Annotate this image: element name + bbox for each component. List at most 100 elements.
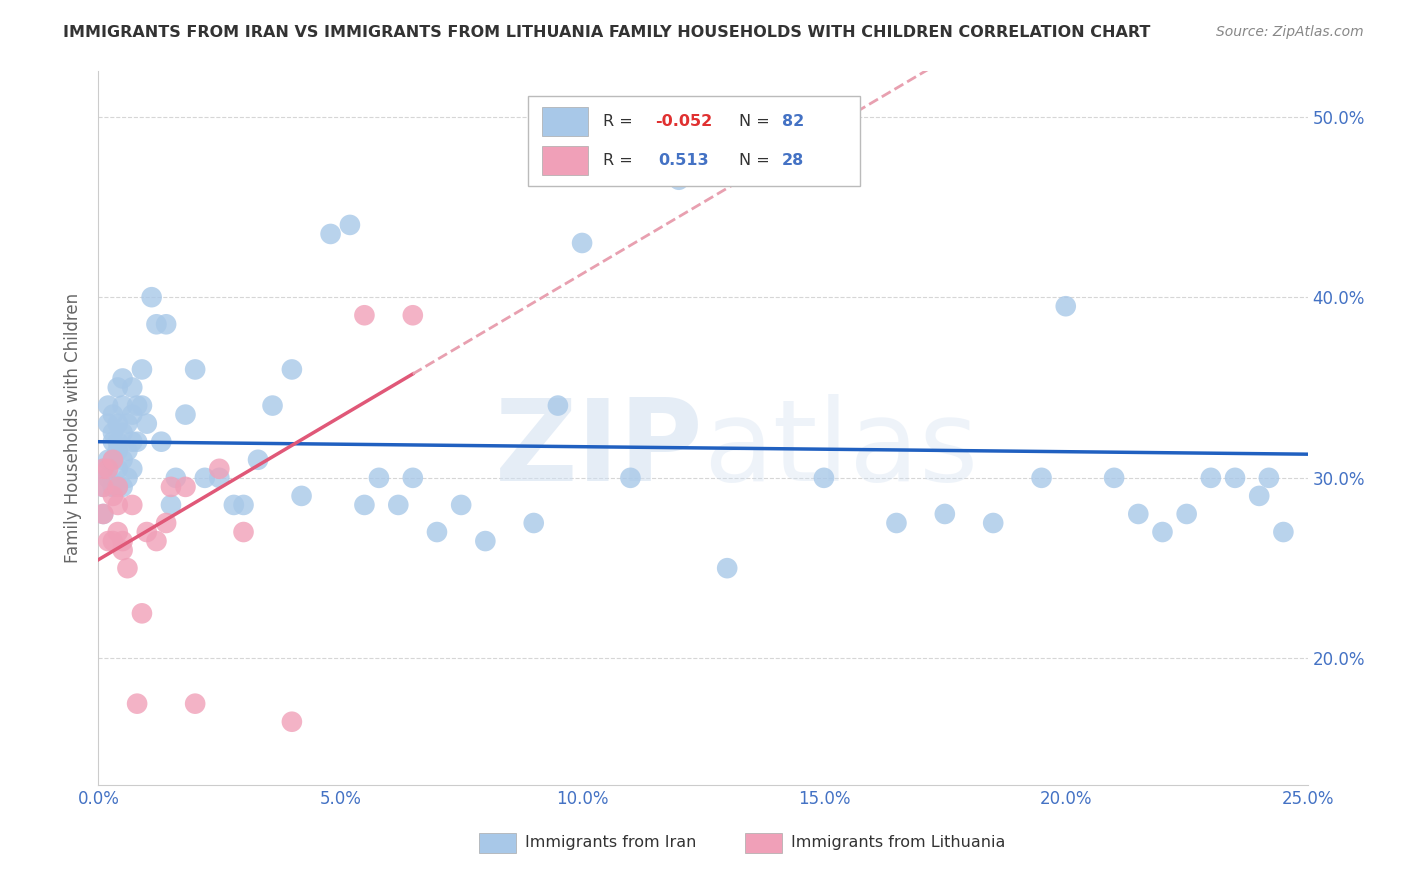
Point (111, 452, 134, 467)
Point (91, 480, 114, 494)
Point (97, 399, 120, 413)
Point (141, 290, 163, 304)
Point (934, 507, 956, 521)
Point (450, 498, 472, 512)
Point (101, 489, 124, 503)
Text: 28: 28 (782, 153, 804, 168)
Point (145, 318, 167, 332)
Point (184, 362, 207, 376)
Point (131, 399, 153, 413)
Point (1223, 471, 1246, 485)
Point (111, 543, 134, 558)
Point (1152, 524, 1174, 539)
Point (97, 534, 120, 549)
Text: Immigrants from Lithuania: Immigrants from Lithuania (792, 835, 1005, 849)
Point (668, 173, 690, 187)
Point (262, 399, 284, 413)
Point (353, 308, 375, 322)
Point (107, 480, 129, 494)
Point (121, 462, 143, 476)
Bar (745, 833, 782, 853)
Text: Immigrants from Iran: Immigrants from Iran (526, 835, 696, 849)
Point (111, 425, 134, 440)
Point (208, 471, 231, 485)
Point (981, 516, 1004, 530)
Point (619, 471, 641, 485)
Point (716, 561, 738, 575)
Point (886, 516, 908, 530)
Point (145, 534, 167, 549)
Point (117, 471, 139, 485)
Text: N =: N = (740, 114, 775, 128)
Point (101, 534, 124, 549)
Point (97, 462, 120, 476)
Text: 0.513: 0.513 (658, 153, 709, 168)
Point (1175, 507, 1198, 521)
Point (174, 408, 197, 422)
Point (107, 498, 129, 512)
Point (813, 471, 835, 485)
Point (97, 471, 120, 485)
Point (101, 408, 124, 422)
Point (426, 524, 449, 539)
Point (97, 417, 120, 431)
Text: -0.052: -0.052 (655, 114, 711, 128)
Point (194, 471, 217, 485)
FancyBboxPatch shape (527, 96, 860, 186)
Point (155, 318, 177, 332)
Bar (543, 107, 588, 136)
Point (571, 235, 593, 250)
Point (387, 498, 409, 512)
Point (107, 480, 129, 494)
Point (155, 516, 177, 530)
Point (107, 417, 129, 431)
Point (319, 227, 342, 241)
Text: ZIP: ZIP (495, 394, 703, 505)
Point (232, 498, 254, 512)
Point (184, 697, 207, 711)
Point (339, 218, 361, 232)
Point (101, 425, 124, 440)
Point (127, 434, 149, 449)
Point (1102, 471, 1125, 485)
Point (111, 399, 134, 413)
Point (1054, 299, 1077, 313)
Point (101, 452, 124, 467)
Point (111, 371, 134, 385)
Point (165, 471, 187, 485)
Text: R =: R = (603, 114, 637, 128)
Point (121, 434, 143, 449)
Text: N =: N = (740, 153, 775, 168)
Y-axis label: Family Households with Children: Family Households with Children (63, 293, 82, 563)
Point (91, 462, 114, 476)
Point (160, 498, 183, 512)
Bar (543, 146, 588, 175)
Bar (479, 833, 516, 853)
Point (127, 697, 149, 711)
Point (107, 434, 129, 449)
Text: R =: R = (603, 153, 643, 168)
Text: Source: ZipAtlas.com: Source: ZipAtlas.com (1216, 25, 1364, 39)
Point (91, 507, 114, 521)
Point (402, 471, 425, 485)
Point (232, 524, 254, 539)
Point (101, 452, 124, 467)
Point (121, 498, 143, 512)
Point (474, 534, 496, 549)
Point (101, 434, 124, 449)
Point (107, 462, 129, 476)
Point (121, 380, 143, 394)
Point (111, 534, 134, 549)
Point (127, 399, 149, 413)
Point (121, 408, 143, 422)
Text: 82: 82 (782, 114, 804, 128)
Text: IMMIGRANTS FROM IRAN VS IMMIGRANTS FROM LITHUANIA FAMILY HOUSEHOLDS WITH CHILDRE: IMMIGRANTS FROM IRAN VS IMMIGRANTS FROM … (63, 25, 1150, 40)
Point (1199, 471, 1222, 485)
Point (402, 308, 425, 322)
Point (135, 524, 157, 539)
Point (281, 714, 304, 729)
Point (281, 362, 304, 376)
Point (111, 480, 134, 494)
Point (117, 561, 139, 575)
Point (91, 507, 114, 521)
